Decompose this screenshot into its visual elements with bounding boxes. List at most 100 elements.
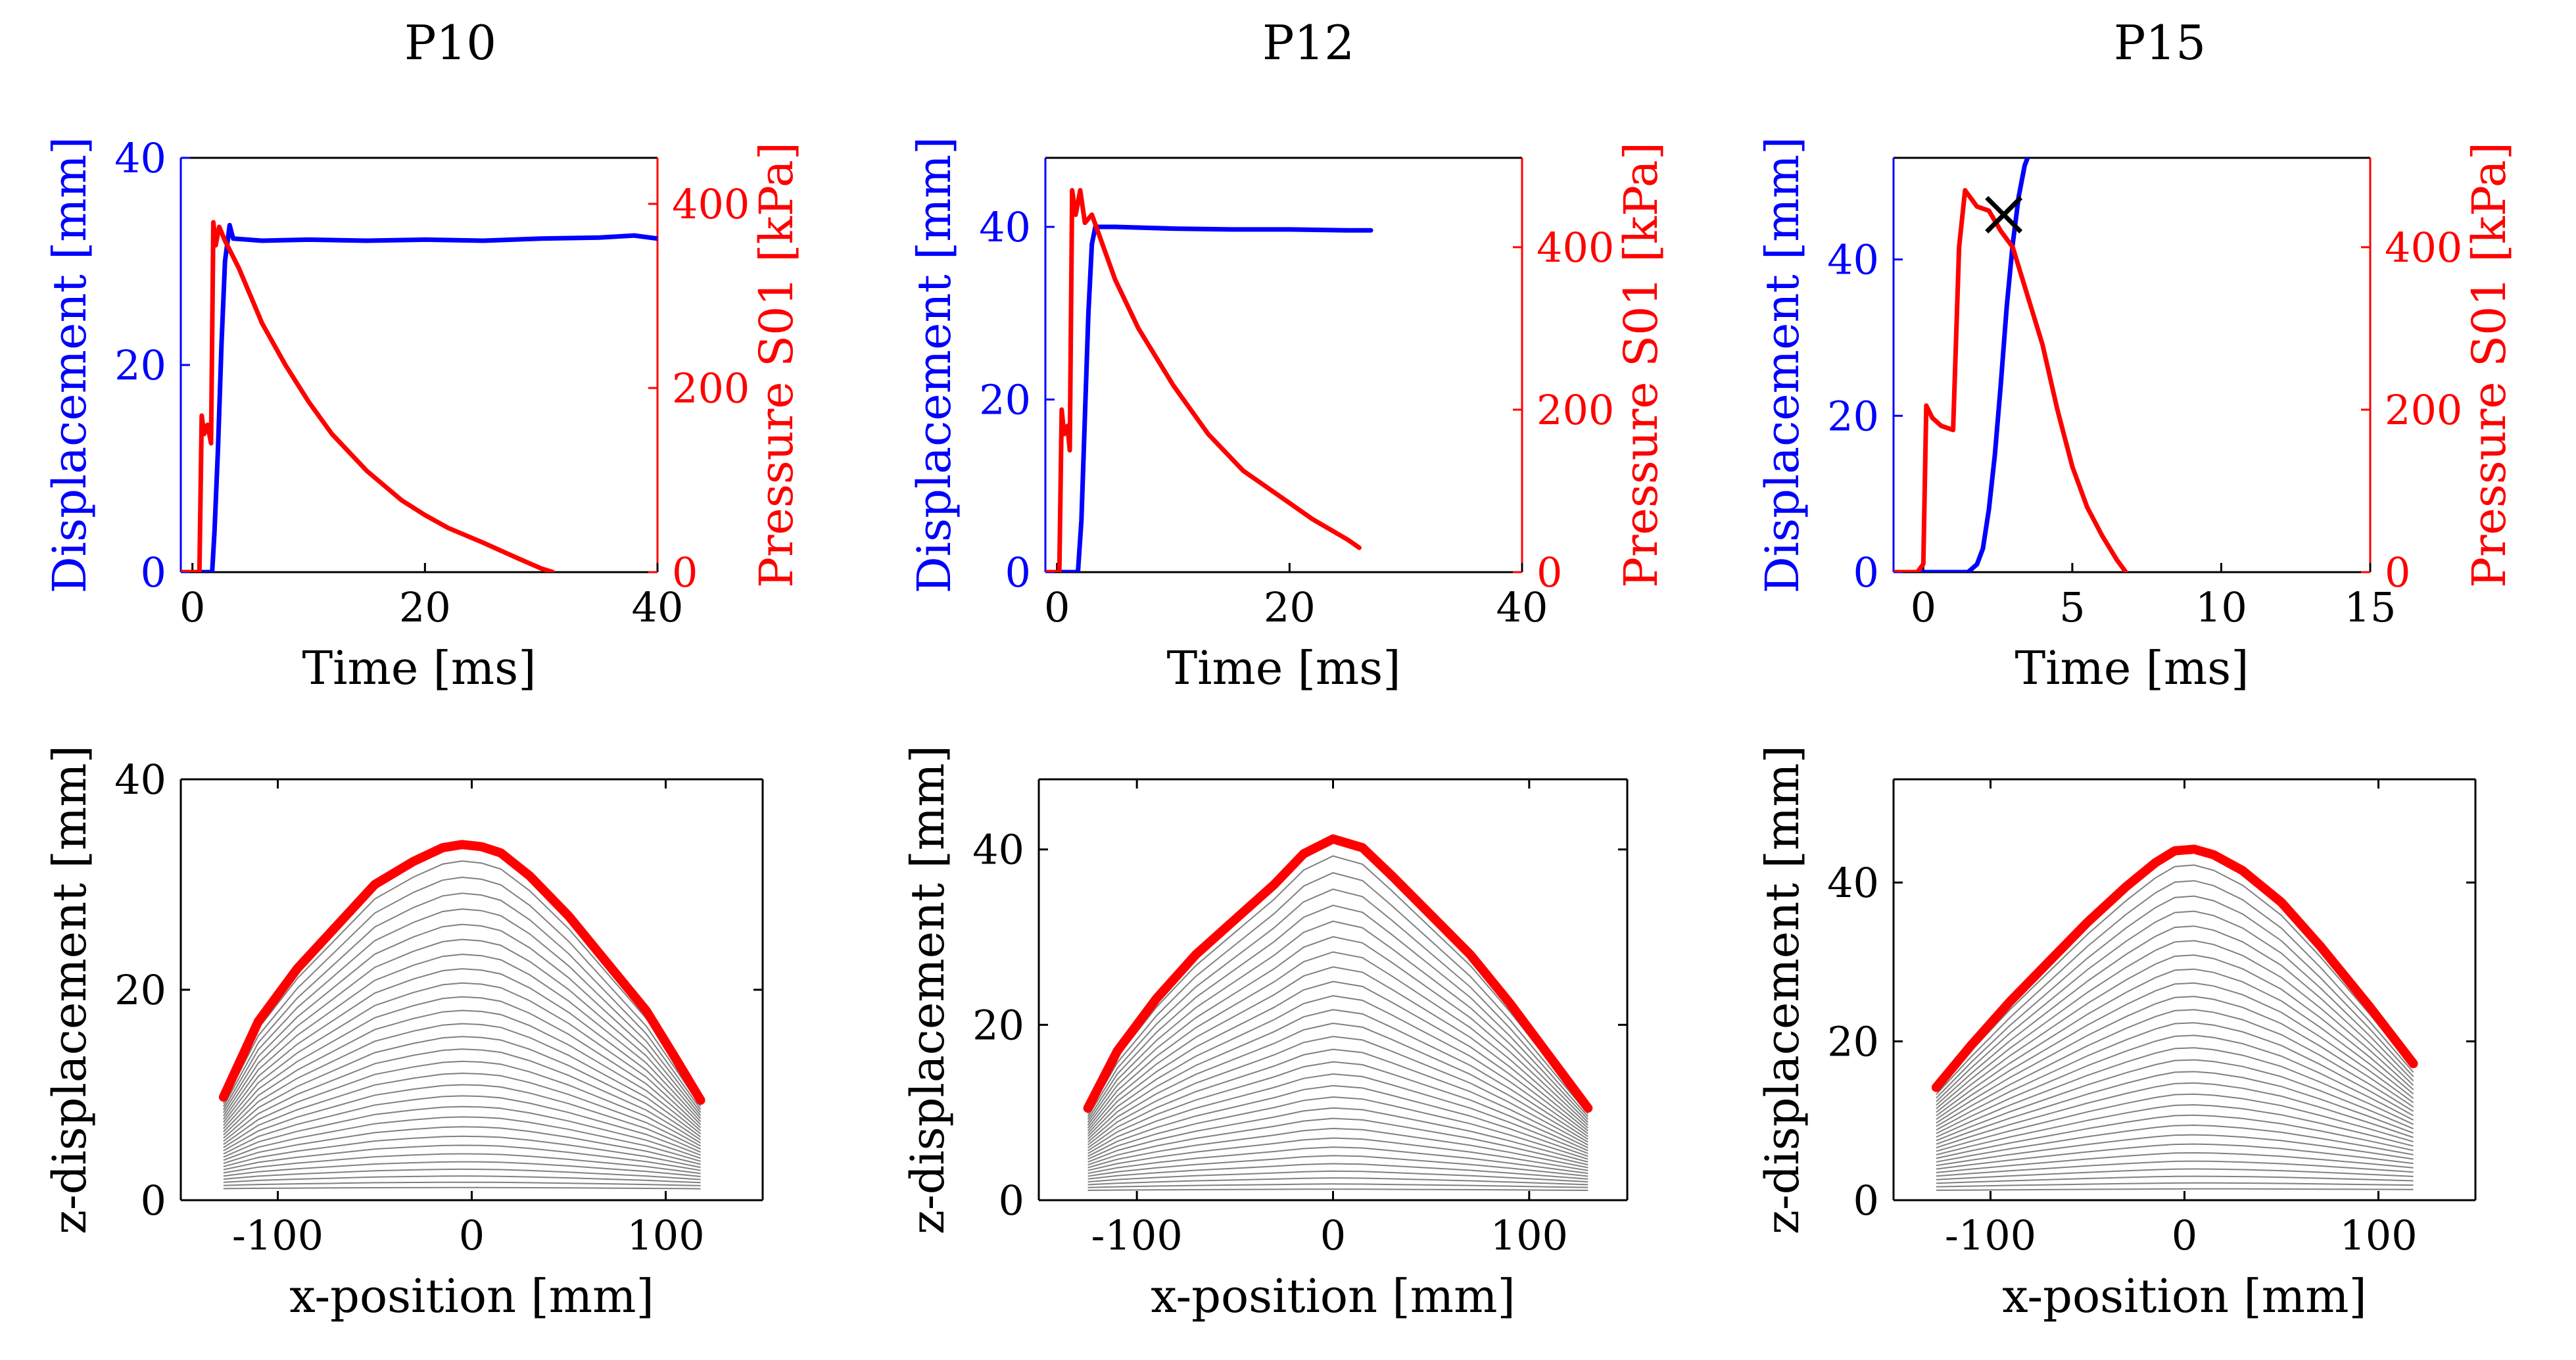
intermediate-profile (1936, 1175, 2414, 1184)
intermediate-profile (1087, 1146, 1588, 1175)
intermediate-profile (1087, 1036, 1588, 1146)
intermediate-profile (223, 1048, 702, 1144)
series-line-displacement (1045, 224, 1373, 572)
final-profile-line (218, 840, 705, 1105)
intermediate-profile (1087, 1117, 1588, 1166)
intermediate-profile (223, 1023, 702, 1138)
y-axis-label: Displacement [mm] (907, 137, 961, 594)
intermediate-profile (223, 908, 702, 1113)
intermediate-profile (1936, 940, 2414, 1109)
y-tick-label: 20 (114, 966, 166, 1014)
x-tick-label: -100 (1091, 1211, 1183, 1259)
intermediate-profile (1087, 1137, 1588, 1171)
series-line-pressure-s01 (1045, 187, 1362, 572)
x-axis-label: x-position [mm] (1151, 1269, 1515, 1323)
intermediate-profile (223, 892, 702, 1110)
series-line-pressure-s01 (1894, 187, 2128, 572)
intermediate-profile (1936, 1059, 2414, 1142)
intermediate-profile (1087, 981, 1588, 1134)
intermediate-profile (223, 1144, 701, 1171)
y-tick-label: 40 (114, 134, 166, 182)
intermediate-profile (1087, 1163, 1588, 1180)
y-tick-label: 20 (1827, 392, 1879, 440)
intermediate-profile (1936, 996, 2414, 1124)
intermediate-profile (1087, 904, 1589, 1120)
intermediate-profile (1087, 936, 1588, 1126)
plot-area (1083, 834, 1593, 1191)
y-right-tick-label: 0 (2385, 548, 2410, 596)
marker-stroke (1985, 195, 2023, 233)
y-right-tick-label: 400 (2385, 224, 2462, 272)
intermediate-profile (223, 954, 702, 1123)
intermediate-profile (223, 1060, 702, 1147)
y-right-tick-label: 0 (1537, 548, 1562, 596)
x-axis-label: Time [ms] (2015, 641, 2249, 695)
final-profile-line (1083, 834, 1593, 1113)
intermediate-profile (223, 1036, 702, 1141)
intermediate-profile (223, 938, 702, 1119)
series-line-pressure-s01 (181, 220, 556, 572)
x-tick-label: 100 (1491, 1211, 1568, 1259)
intermediate-profile (1087, 1048, 1588, 1149)
y-axis-label: z-displacement [mm] (1755, 745, 1809, 1234)
x-tick-label: -100 (232, 1211, 323, 1259)
y-right-tick-label: 0 (672, 548, 698, 596)
x-tick-label: 0 (1911, 583, 1936, 631)
y-tick-label: 0 (1853, 548, 1879, 596)
intermediate-profile (1087, 1127, 1588, 1169)
intermediate-profile (223, 860, 702, 1104)
y-right-axis-label: Pressure S01 [kPa] (1614, 142, 1668, 588)
intermediate-profile (223, 1072, 702, 1150)
intermediate-profile (1087, 1188, 1588, 1191)
intermediate-profile (1087, 1107, 1588, 1163)
y-tick-label: 0 (1005, 548, 1031, 596)
x-tick-label: 0 (2172, 1211, 2197, 1259)
x-tick-label: 0 (179, 583, 205, 631)
intermediate-profile (1087, 1155, 1588, 1177)
chart-title: P15 (2114, 15, 2206, 70)
x-axis-label: Time [ms] (1166, 641, 1400, 695)
intermediate-profile (223, 1095, 701, 1156)
intermediate-profile (1936, 968, 2414, 1117)
intermediate-profile (223, 1153, 701, 1175)
intermediate-profile (1936, 1047, 2414, 1138)
intermediate-profile (223, 1084, 702, 1153)
x-tick-label: 10 (2195, 583, 2247, 631)
series-line-displacement (1894, 158, 2030, 572)
y-tick-label: 0 (1853, 1177, 1879, 1225)
intermediate-profile (1087, 855, 1589, 1111)
intermediate-profile (1936, 1182, 2414, 1188)
y-tick-label: 20 (979, 376, 1031, 424)
intermediate-profile (1087, 1022, 1588, 1143)
intermediate-profile (1087, 951, 1588, 1129)
chart-p15-profile: -100 0 100 0 20 40 x-position [mm] z-displaceme… (1755, 745, 2477, 1323)
intermediate-profile (1936, 1034, 2414, 1134)
intermediate-profile (1087, 1009, 1588, 1140)
plot-area (218, 840, 705, 1190)
series-line-displacement (181, 222, 657, 572)
chart-p12-profile: -100 0 100 0 20 40 x-position [mm] z-displaceme… (901, 745, 1629, 1323)
intermediate-profile (1087, 1073, 1588, 1154)
intermediate-profile (223, 923, 702, 1116)
intermediate-profile (1087, 1170, 1588, 1183)
intermediate-profile (1087, 966, 1588, 1132)
intermediate-profile (1936, 910, 2414, 1102)
x-tick-label: 0 (459, 1211, 485, 1259)
intermediate-profile (1936, 1160, 2414, 1177)
intermediate-profile (1936, 1071, 2414, 1145)
x-tick-label: 100 (627, 1211, 704, 1259)
y-tick-label: 40 (1827, 859, 1879, 907)
intermediate-profile (1936, 1124, 2414, 1163)
y-axis-label: Displacement [mm] (1755, 137, 1809, 594)
intermediate-profile (1936, 864, 2414, 1092)
y-tick-label: 40 (114, 756, 166, 804)
x-tick-label: 20 (399, 583, 451, 631)
y-tick-label: 40 (972, 826, 1024, 874)
plot-area (1894, 158, 2128, 572)
intermediate-profile (223, 1181, 701, 1186)
intermediate-profile (1936, 880, 2414, 1095)
intermediate-profile (1087, 1084, 1588, 1157)
